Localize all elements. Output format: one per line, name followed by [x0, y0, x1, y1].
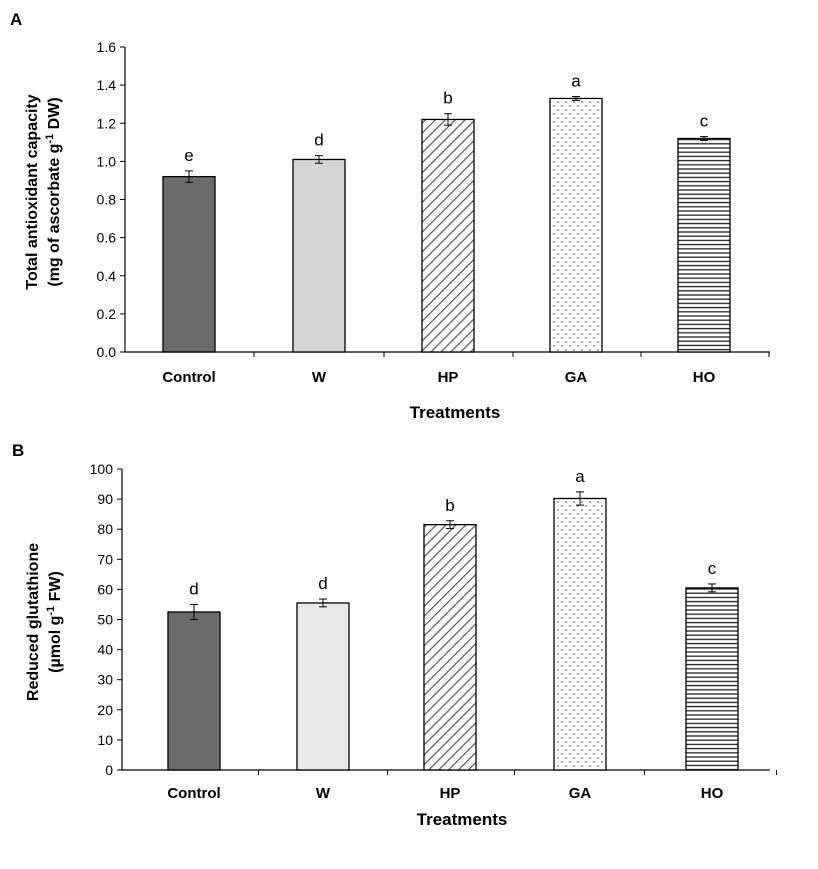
panel-a-bar-w: [292, 158, 346, 353]
panel-b-y-tick-label: 20: [97, 702, 113, 718]
panel-b-bar-control: [167, 611, 221, 771]
panel-a-category-label: HP: [438, 369, 459, 386]
panel-a-category-label: Control: [162, 369, 215, 386]
panel-a-category-label: GA: [565, 369, 588, 386]
panel-a-significance-label: e: [184, 146, 193, 165]
panel-b-bar-ho: [685, 587, 739, 771]
panel-a-bar-control: [162, 175, 216, 353]
panel-a-y-tick-label: 1.6: [97, 39, 117, 55]
panel-b-y-axis-title-line2: (µmol g-1 FW): [45, 571, 64, 673]
panel-b-significance-label: b: [445, 496, 454, 515]
panel-b-category-label: Control: [167, 785, 220, 802]
panel-b-y-axis-title-superscript: -1: [45, 606, 57, 616]
panel-a-bar-hp: [421, 118, 475, 353]
panel-b-bar-hp: [423, 524, 477, 771]
panel-a-y-tick-label: 1.0: [97, 153, 117, 169]
panel-b-y-tick-label: 60: [97, 581, 113, 597]
panel-a-y-axis-title-prefix: (mg of ascorbate g: [46, 144, 63, 287]
panel-a-y-tick-label: 0.6: [97, 230, 117, 246]
panel-a-y-tick-label: 1.4: [97, 77, 117, 93]
panel-b-bar-w: [296, 602, 350, 771]
panel-a-category-label: W: [312, 369, 327, 386]
panel-b-y-tick-label: 30: [97, 672, 113, 688]
panel-b-y-tick-label: 100: [90, 461, 114, 477]
panel-b-bar-ga: [553, 497, 607, 771]
panel-a-x-axis-title: Treatments: [410, 403, 501, 422]
panel-a-y-axis-title-superscript: -1: [44, 134, 56, 144]
panel-b-significance-label: a: [575, 467, 585, 486]
panel-b-y-tick-label: 80: [97, 521, 113, 537]
panel-a-significance-label: a: [571, 72, 581, 91]
panel-b-y-axis-title-suffix: FW): [47, 571, 64, 606]
panel-b-category-label: HP: [440, 785, 461, 802]
panel-b-chart: 0 10 20 30 40 50 60 70 80 90 100 d Control d Wb HP a GA c H…: [25, 461, 777, 829]
panel-b-x-axis-title: Treatments: [417, 810, 508, 829]
panel-b-significance-label: d: [189, 579, 198, 598]
panel-a-y-tick-label: 0.4: [97, 268, 117, 284]
panel-a-bar-ho: [677, 137, 731, 353]
panel-a-chart: 0.0 0.2 0.4 0.6 0.8 1.0 1.2 1.4 1.6 e Control d Wb HP…: [24, 39, 770, 422]
panel-a-bar-ga: [549, 97, 603, 353]
panel-a-y-tick-label: 0.2: [97, 306, 117, 322]
panel-b-category-label: HO: [701, 785, 724, 802]
panel-b-y-tick-label: 0: [105, 762, 113, 778]
panel-a-significance-label: b: [443, 89, 452, 108]
panel-a-y-axis-title-suffix: DW): [46, 97, 63, 133]
panel-b-y-axis-title-prefix: (µmol g: [47, 616, 64, 673]
panel-a-category-label: HO: [693, 369, 716, 386]
panel-b-y-tick-label: 40: [97, 642, 113, 658]
panel-b-y-axis-title-line1: Reduced glutathione: [25, 543, 42, 701]
panel-a-y-axis-title-line1: Total antioxidant capacity: [24, 94, 41, 289]
panel-a-y-axis-title-line2: (mg of ascorbate g-1 DW): [44, 97, 63, 286]
panel-a-significance-label: c: [700, 112, 709, 131]
panel-a-significance-label: d: [314, 131, 323, 150]
panel-a-letter: A: [10, 10, 22, 29]
panel-b-category-label: W: [316, 785, 331, 802]
panel-b-y-tick-label: 90: [97, 491, 113, 507]
panel-b-significance-label: d: [318, 574, 327, 593]
panel-b-y-tick-label: 50: [97, 612, 113, 628]
panel-a-y-tick-label: 0.8: [97, 192, 117, 208]
panel-b-y-tick-label: 10: [97, 732, 113, 748]
panel-b-significance-label: c: [708, 559, 717, 578]
panel-a-y-tick-label: 0.0: [97, 344, 117, 360]
panel-b-y-tick-label: 70: [97, 551, 113, 567]
panel-a-y-tick-label: 1.2: [97, 115, 117, 131]
panel-b-letter: B: [12, 441, 24, 460]
panel-b-category-label: GA: [569, 785, 592, 802]
